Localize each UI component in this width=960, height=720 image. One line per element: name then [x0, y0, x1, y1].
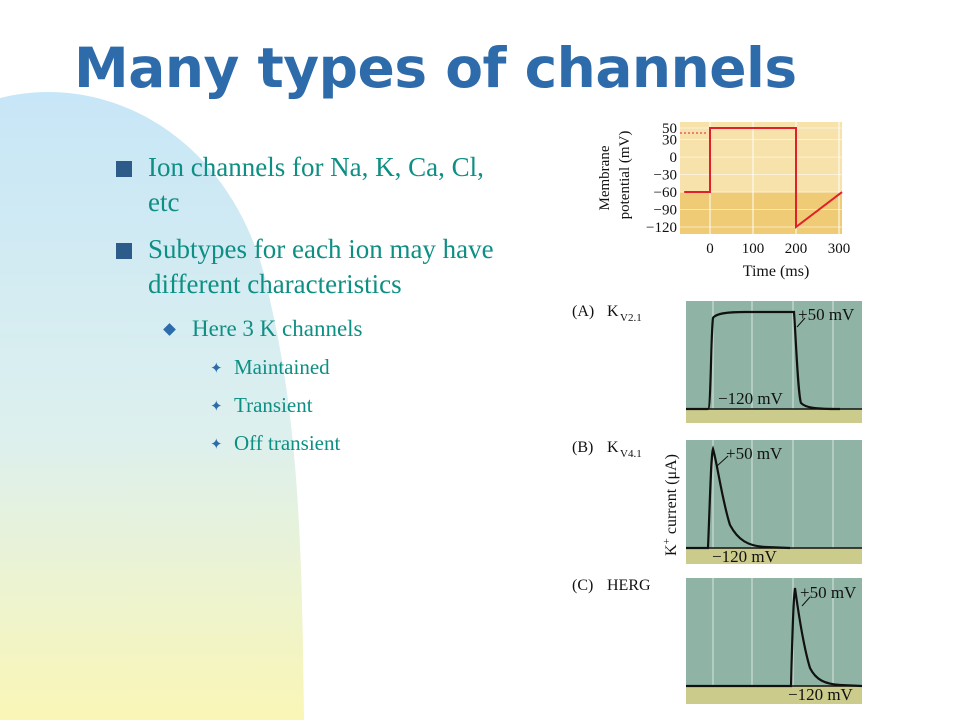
sub-sub-bullet-text: Off transient: [234, 431, 341, 455]
panel-b-upper-pointer: [716, 455, 729, 467]
panel-a-current-trace: [686, 310, 841, 411]
panel-c-upper-pointer: [801, 596, 811, 607]
sub-bullet-text: Here 3 K channels: [192, 316, 363, 341]
current-axis-label: K+ current (μA): [661, 454, 680, 556]
sub-bullet-item: Here 3 K channels: [114, 314, 514, 344]
protocol-y-tick-label: 30: [662, 133, 677, 149]
protocol-y-tick-label: −120: [646, 220, 677, 236]
panel-c-baseline-band: [686, 686, 862, 704]
panel-b-subscript: V4.1: [620, 448, 642, 460]
protocol-y-tick-label: 50: [662, 121, 677, 137]
panel-a-upper-pointer: [796, 317, 806, 328]
square-bullet-icon: [116, 161, 132, 177]
protocol-x-tick-labels: 0 100 200 300: [706, 241, 850, 257]
bullet-item: Subtypes for each ion may have different…: [114, 232, 514, 302]
panel-b-current-trace: [686, 445, 791, 550]
panel-a-lower-label: −120 mV: [718, 389, 784, 408]
protocol-y-label-line2: potential (mV): [617, 131, 633, 220]
panel-a-label: (A): [572, 303, 594, 320]
square-bullet-icon: [116, 243, 132, 259]
panel-c-channel: HERG: [607, 577, 651, 594]
protocol-x-tick-label: 100: [742, 241, 765, 257]
panel-a-channel: K: [607, 303, 619, 320]
voltage-step-line: [684, 127, 843, 230]
protocol-x-tick-label: 300: [828, 241, 851, 257]
protocol-y-tick-label: −90: [654, 203, 677, 219]
bullet-text: Subtypes for each ion may have different…: [148, 234, 494, 299]
bullet-text: Ion channels for Na, K, Ca, Cl, etc: [148, 152, 484, 217]
panel-a-baseline-band: [686, 409, 862, 423]
panel-c-current-trace: [686, 587, 863, 688]
protocol-gridlines: [680, 122, 842, 234]
panel-b-channel: K: [607, 439, 619, 456]
panel-a: (A) K V2.1 +50 mV −120 mV: [572, 301, 862, 423]
panel-a-subscript: V2.1: [620, 312, 642, 324]
star-bullet-icon: ✦: [210, 359, 223, 377]
bullet-list: Ion channels for Na, K, Ca, Cl, etc Subt…: [114, 150, 514, 466]
sub-sub-bullet-item: ✦ Transient: [114, 390, 514, 420]
protocol-plot-lower-band: [680, 192, 842, 234]
protocol-y-tick-label: −30: [654, 168, 677, 184]
protocol-y-label-line1: Membrane: [597, 145, 613, 210]
protocol-x-tick-label: 0: [706, 241, 714, 257]
panel-c-label: (C): [572, 577, 593, 594]
star-bullet-icon: ✦: [210, 435, 223, 453]
star-bullet-icon: ✦: [210, 397, 223, 415]
protocol-y-tick-label: −60: [654, 185, 677, 201]
panel-c: (C) HERG +50 mV −120 mV: [572, 577, 863, 704]
protocol-x-label: Time (ms): [743, 263, 810, 280]
sub-sub-bullet-text: Maintained: [234, 355, 330, 379]
bullet-item: Ion channels for Na, K, Ca, Cl, etc: [114, 150, 514, 220]
sub-sub-bullet-text: Transient: [234, 393, 313, 417]
panel-b-label: (B): [572, 439, 593, 456]
protocol-y-tick-label: 0: [670, 150, 678, 166]
panel-b: (B) K V4.1 +50 mV −120 mV: [572, 439, 862, 566]
panel-c-lower-label: −120 mV: [788, 685, 854, 704]
sub-sub-bullet-item: ✦ Off transient: [114, 428, 514, 458]
panel-b-lower-label: −120 mV: [712, 547, 778, 566]
sub-sub-bullet-item: ✦ Maintained: [114, 352, 514, 382]
slide-title: Many types of channels: [74, 36, 797, 100]
panel-a-upper-label: +50 mV: [798, 305, 855, 324]
panel-c-upper-label: +50 mV: [800, 583, 857, 602]
protocol-x-tick-label: 200: [785, 241, 808, 257]
panel-b-upper-label: +50 mV: [726, 444, 783, 463]
panel-b-baseline-band: [686, 548, 862, 564]
